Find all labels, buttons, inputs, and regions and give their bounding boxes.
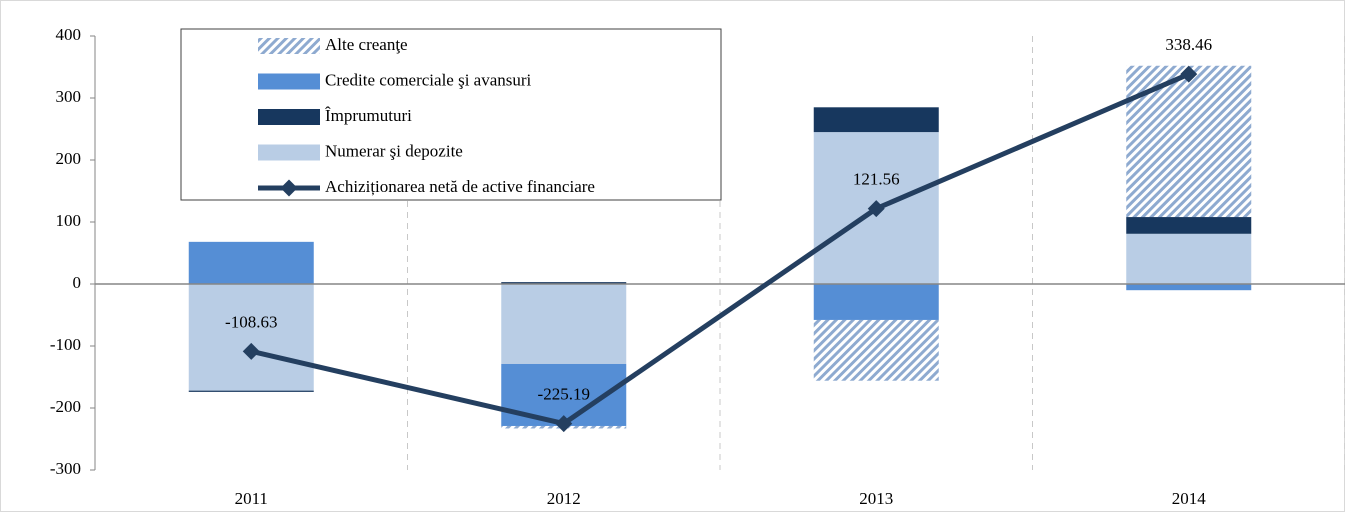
data-label: -108.63	[225, 312, 277, 331]
legend-marker	[280, 179, 298, 197]
y-tick-label: -300	[50, 459, 81, 478]
y-tick-label: -200	[50, 397, 81, 416]
legend-label: Achiziționarea netă de active financiare	[325, 177, 595, 196]
bar	[188, 284, 314, 391]
y-tick-label: 400	[56, 25, 82, 44]
x-tick-label: 2012	[547, 489, 581, 508]
legend-label: Împrumuturi	[325, 106, 412, 125]
legend-swatch	[258, 109, 320, 125]
legend-swatch	[258, 73, 320, 90]
legend-label: Numerar şi depozite	[325, 141, 463, 160]
data-label: -225.19	[538, 385, 590, 404]
line-marker	[555, 415, 573, 433]
x-tick-label: 2011	[235, 489, 268, 508]
legend-swatch	[258, 144, 320, 161]
bar	[1126, 217, 1252, 234]
y-tick-label: 200	[56, 149, 82, 168]
bar	[501, 284, 627, 364]
y-tick-label: 100	[56, 211, 82, 230]
y-tick-label: 300	[56, 87, 82, 106]
bar	[1126, 65, 1252, 218]
y-tick-label: 0	[73, 273, 82, 292]
data-label: 338.46	[1165, 35, 1212, 54]
bar	[813, 319, 939, 381]
bar	[1126, 233, 1252, 284]
bar	[813, 107, 939, 133]
line-marker	[867, 200, 885, 218]
data-label: 121.56	[853, 170, 900, 189]
bar	[188, 241, 314, 284]
bar	[501, 282, 627, 284]
x-tick-label: 2013	[859, 489, 893, 508]
legend-label: Credite comerciale şi avansuri	[325, 70, 532, 89]
line	[250, 71, 1190, 427]
bar	[188, 390, 314, 392]
line-marker	[242, 342, 260, 360]
x-tick-label: 2014	[1172, 489, 1207, 508]
bar	[813, 284, 939, 320]
legend-swatch	[258, 38, 320, 54]
legend-label: Alte creanţe	[325, 35, 408, 54]
y-tick-label: -100	[50, 335, 81, 354]
bar	[1126, 284, 1252, 291]
